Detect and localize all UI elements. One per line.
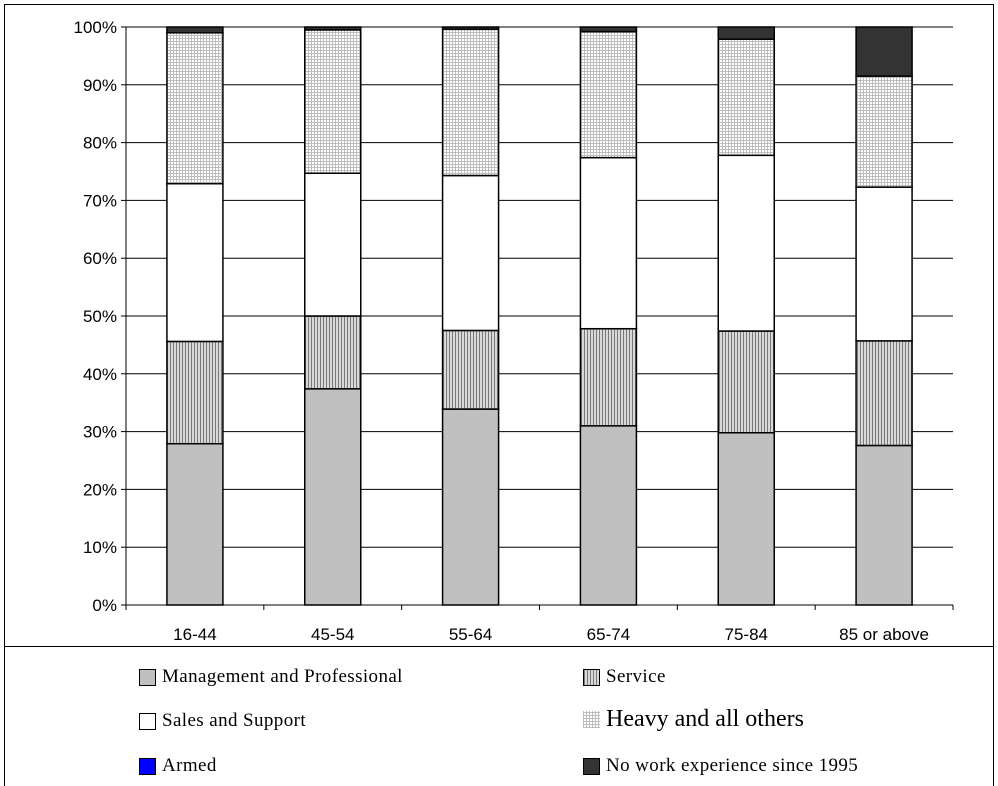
y-tick-label: 80% [83, 134, 117, 153]
bar-segment [717, 154, 775, 332]
chart-area: 0% 10% 20% 30% 40% 50% 60% 70% 80% 90% 100% 16-44 45… [4, 4, 994, 647]
bar-segment [579, 327, 638, 427]
bar-segment [717, 330, 775, 434]
y-tick-label: 70% [83, 191, 117, 210]
x-tick-label: 85 or above [839, 625, 929, 644]
y-tick-label: 90% [83, 76, 117, 95]
y-tick-label: 10% [83, 538, 117, 557]
legend-item-service: Service [583, 664, 666, 690]
bar-segment [855, 340, 913, 447]
bar-segment [579, 156, 638, 330]
vertical-stripe-swatch-icon [583, 668, 600, 686]
y-tick-label: 40% [83, 365, 117, 384]
bar-segment [304, 388, 362, 606]
x-tick-label: 16-44 [173, 625, 216, 644]
legend-label: Service [606, 666, 666, 687]
bar-segment [166, 32, 224, 185]
bar-segment [855, 186, 913, 342]
y-tick-label: 20% [83, 480, 117, 499]
bar-segment [579, 30, 638, 159]
bar-segment [855, 75, 913, 188]
white-swatch-icon [139, 712, 156, 730]
y-tick-label: 60% [83, 249, 117, 268]
legend-label: Sales and Support [162, 710, 307, 731]
bar-segment [717, 26, 775, 40]
bar-segment [579, 26, 638, 33]
legend-item-management: Management and Professional [139, 664, 403, 690]
x-tick-label: 75-84 [725, 625, 768, 644]
x-tick-label: 55-64 [449, 625, 492, 644]
x-tick-label: 45-54 [311, 625, 354, 644]
legend-label: Armed [162, 755, 217, 776]
bar-segment [304, 315, 362, 390]
y-tick-label: 30% [83, 423, 117, 442]
legend-item-sales: Sales and Support [139, 708, 306, 734]
bar-segment [717, 38, 775, 157]
bar-segment [441, 174, 500, 332]
bar-segment [855, 444, 913, 606]
bar-segment [441, 28, 500, 177]
bar-segment [304, 29, 362, 174]
bar-segment [717, 432, 775, 606]
blue-swatch-icon [139, 757, 156, 775]
bar-segment [579, 425, 638, 606]
bar-segment [304, 26, 362, 31]
bar-segment [304, 172, 362, 317]
bar-segment [166, 340, 224, 445]
legend-item-armed: Armed [139, 753, 217, 779]
solid-gray-swatch-icon [139, 668, 156, 686]
legend-label: Heavy and all others [606, 705, 804, 732]
bar-segment [441, 408, 500, 606]
bar-segment [166, 182, 224, 343]
y-tick-label: 100% [74, 18, 117, 37]
legend-label: Management and Professional [162, 666, 403, 687]
legend-item-heavy: Heavy and all others [583, 706, 804, 732]
chart-legend: Management and Professional Service Sale… [4, 646, 994, 786]
bar-segment [855, 26, 913, 77]
bar-segment [166, 442, 224, 606]
legend-item-no-work: No work experience since 1995 [583, 753, 858, 779]
legend-label: No work experience since 1995 [606, 755, 859, 776]
x-tick-label: 65-74 [587, 625, 630, 644]
bar-segment [166, 26, 224, 34]
dark-swatch-icon [583, 757, 600, 775]
bar-segment [441, 329, 500, 410]
y-tick-label: 0% [92, 596, 117, 615]
bar-segment [441, 26, 500, 31]
fine-grid-swatch-icon [583, 710, 600, 728]
stacked-bar-chart: 0% 10% 20% 30% 40% 50% 60% 70% 80% 90% 100% 16-44 45… [74, 18, 954, 644]
y-tick-label: 50% [83, 307, 117, 326]
